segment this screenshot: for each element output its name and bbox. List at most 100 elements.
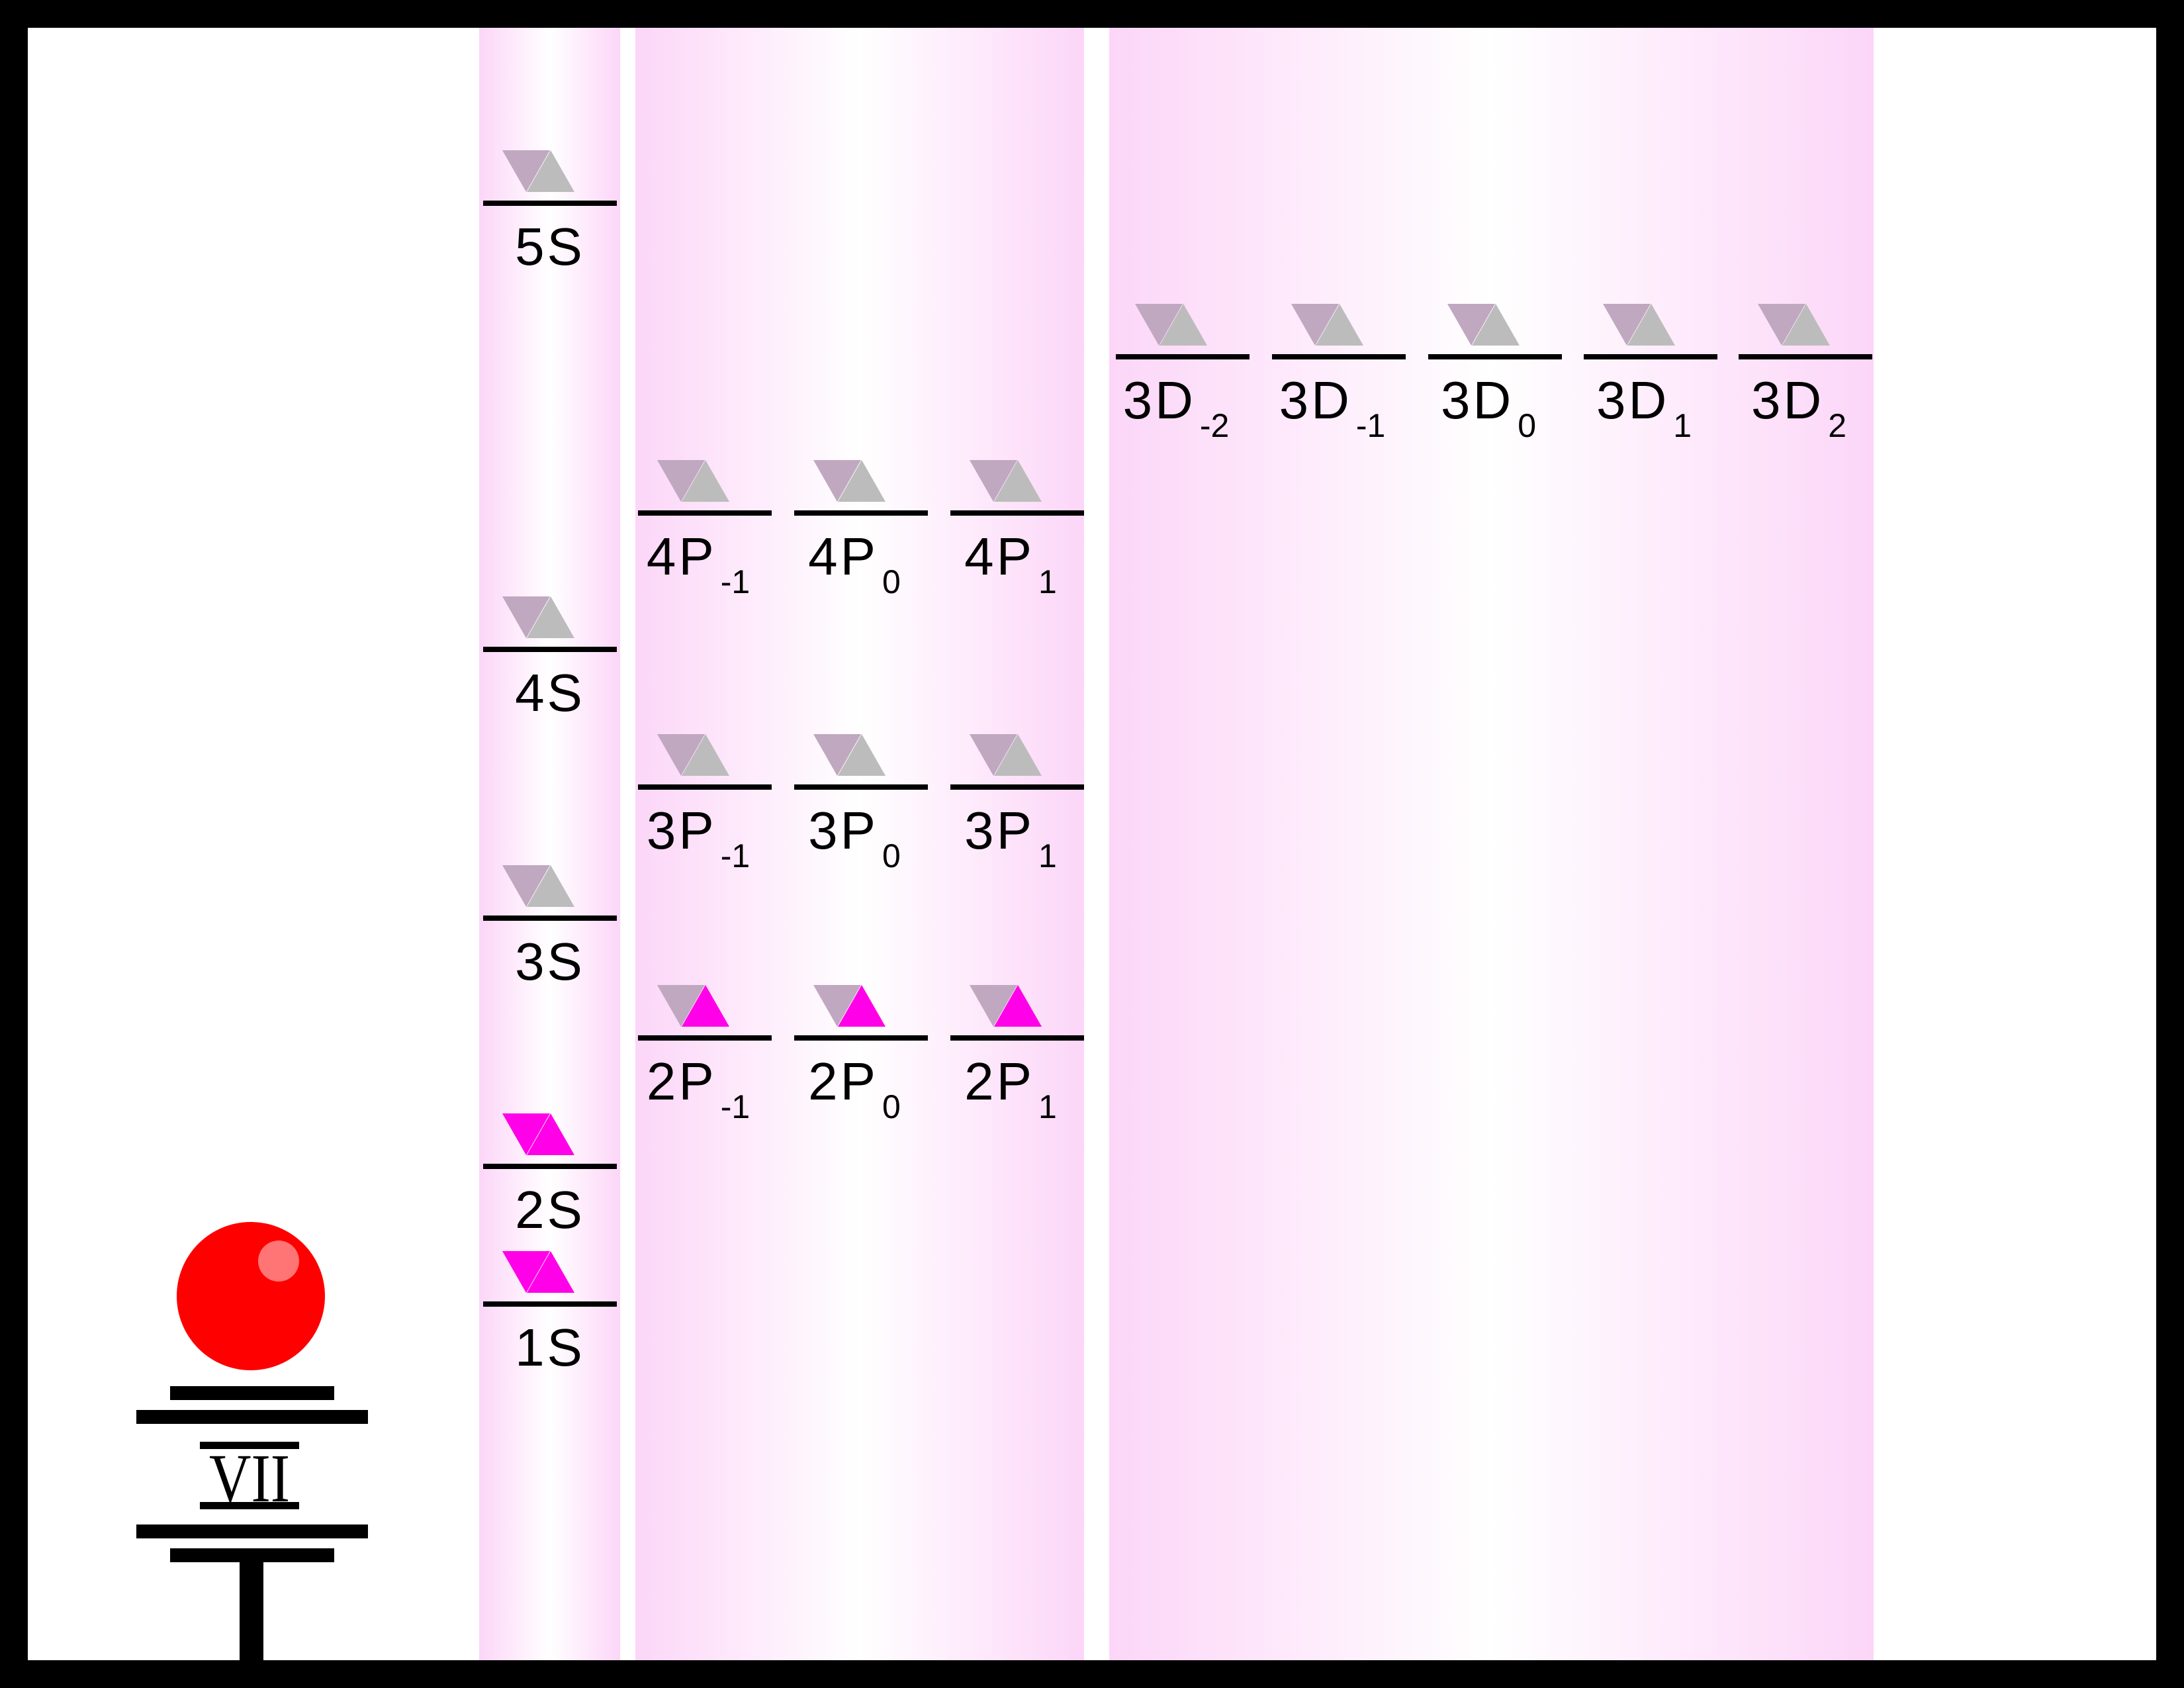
- orbital-label-main: 3P: [808, 801, 878, 860]
- orbital-label: 2P -1: [647, 1052, 750, 1125]
- orbital-label-subscript: -1: [721, 563, 750, 600]
- orbital-label-main: 3S: [515, 932, 585, 991]
- energy-level-line: [794, 1035, 928, 1041]
- energy-level-line: [794, 510, 928, 516]
- spin-down-arrow-icon: [1135, 304, 1183, 346]
- orbital-label-subscript: 0: [882, 1088, 901, 1125]
- spin-down-arrow-icon: [813, 460, 861, 502]
- orbital-d: 3D 1: [1584, 304, 1717, 444]
- spin-up-arrow-icon: [994, 985, 1042, 1027]
- spin-up-arrow-icon: [527, 865, 574, 907]
- orbital-label-subscript: 1: [1038, 1088, 1057, 1125]
- orbital-label-main: 3D: [1279, 371, 1352, 430]
- orbital-p: 3P 1: [950, 734, 1084, 874]
- energy-level-line: [638, 784, 772, 790]
- energy-level-line: [483, 915, 617, 921]
- nucleus-ball-icon: [177, 1222, 325, 1370]
- pedestal-bar: [136, 1410, 368, 1424]
- orbital-p: 4P 0: [794, 460, 928, 600]
- spin-up-arrow-icon: [1627, 304, 1675, 346]
- orbital-label-subscript: -1: [721, 1088, 750, 1125]
- orbital-label: 3P -1: [647, 801, 750, 874]
- orbital-label: 3P 1: [964, 801, 1057, 874]
- orbital-d: 3D 0: [1428, 304, 1562, 444]
- spin-down-arrow-icon: [813, 985, 861, 1027]
- orbital-label: 3P 0: [808, 801, 901, 874]
- numeral-overline: [200, 1442, 299, 1449]
- orbital-p: 2P -1: [638, 985, 772, 1125]
- energy-level-line: [483, 201, 617, 206]
- orbital-label-subscript: -1: [721, 837, 750, 874]
- energy-level-line: [950, 784, 1084, 790]
- orbital-d: 3D -1: [1272, 304, 1406, 444]
- orbital-label-main: 4P: [647, 527, 717, 586]
- orbital-label-main: 3P: [964, 801, 1034, 860]
- orbital-label: 2P 1: [964, 1052, 1057, 1125]
- energy-level-line: [950, 1035, 1084, 1041]
- orbital-p: 2P 0: [794, 985, 928, 1125]
- orbital-label-main: 2P: [808, 1052, 878, 1111]
- energy-level-line: [950, 510, 1084, 516]
- orbital-p: 4P 1: [950, 460, 1084, 600]
- orbital-d: 3D 2: [1739, 304, 1872, 444]
- orbital-label: 3D 0: [1441, 371, 1536, 444]
- spin-up-arrow-icon: [838, 734, 886, 776]
- orbital-label: 2P 0: [808, 1052, 901, 1125]
- spin-down-arrow-icon: [970, 734, 1017, 776]
- energy-level-line: [638, 1035, 772, 1041]
- spin-up-arrow-icon: [682, 985, 729, 1027]
- spin-up-arrow-icon: [527, 1113, 574, 1155]
- orbital-label: 4P -1: [647, 527, 750, 600]
- orbital-p: 4P -1: [638, 460, 772, 600]
- spin-up-arrow-icon: [1316, 304, 1363, 346]
- orbital-label: 5S: [515, 217, 585, 276]
- spin-down-arrow-icon: [1291, 304, 1339, 346]
- spin-down-arrow-icon: [502, 596, 550, 638]
- numeral-underline: [200, 1502, 299, 1509]
- orbital-label-main: 4S: [515, 663, 585, 722]
- orbital-label-main: 2P: [647, 1052, 717, 1111]
- spin-down-arrow-icon: [502, 150, 550, 192]
- spin-down-arrow-icon: [970, 460, 1017, 502]
- spin-down-arrow-icon: [502, 865, 550, 907]
- d-subshell-band: [1109, 28, 1874, 1660]
- spin-down-arrow-icon: [502, 1113, 550, 1155]
- energy-level-line: [483, 1301, 617, 1307]
- spin-up-arrow-icon: [838, 985, 886, 1027]
- energy-level-line: [794, 784, 928, 790]
- orbital-label-main: 3D: [1751, 371, 1824, 430]
- orbital-label: 3D 1: [1596, 371, 1692, 444]
- ball-highlight: [258, 1241, 299, 1282]
- orbital-label-subscript: -1: [1356, 407, 1385, 444]
- orbital-label-subscript: 0: [1518, 407, 1536, 444]
- orbital-label-subscript: 1: [1038, 563, 1057, 600]
- energy-level-line: [1272, 354, 1406, 359]
- spin-down-arrow-icon: [1758, 304, 1805, 346]
- orbital-s: 5S: [483, 150, 617, 276]
- orbital-label-main: 1S: [515, 1318, 585, 1377]
- spin-up-arrow-icon: [994, 460, 1042, 502]
- spin-down-arrow-icon: [657, 460, 705, 502]
- orbital-p: 3P -1: [638, 734, 772, 874]
- energy-level-line: [1116, 354, 1250, 359]
- orbital-label-main: 3P: [647, 801, 717, 860]
- orbital-p: 2P 1: [950, 985, 1084, 1125]
- spin-up-arrow-icon: [1782, 304, 1830, 346]
- energy-level-line: [1428, 354, 1562, 359]
- orbital-label-main: 4P: [964, 527, 1034, 586]
- orbital-label: 3S: [515, 932, 585, 991]
- spin-down-arrow-icon: [502, 1251, 550, 1293]
- orbital-label: 3D -2: [1123, 371, 1230, 444]
- orbital-s: 4S: [483, 596, 617, 722]
- pedestal-bar: [170, 1386, 334, 1400]
- spin-down-arrow-icon: [1603, 304, 1651, 346]
- spin-up-arrow-icon: [838, 460, 886, 502]
- orbital-label: 2S: [515, 1180, 585, 1239]
- energy-level-line: [483, 1164, 617, 1169]
- orbital-label-main: 2S: [515, 1180, 585, 1239]
- spin-down-arrow-icon: [1447, 304, 1495, 346]
- orbital-label: 4S: [515, 663, 585, 722]
- spin-down-arrow-icon: [970, 985, 1017, 1027]
